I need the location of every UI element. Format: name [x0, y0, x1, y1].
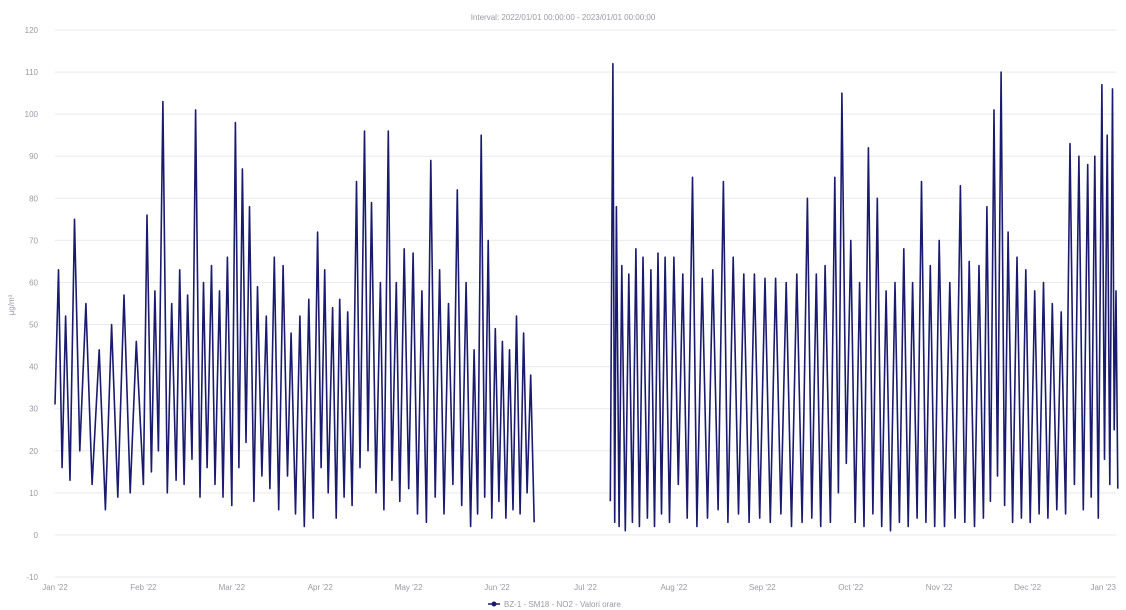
x-tick-label: Jul '22 — [574, 583, 597, 592]
y-tick-label: 10 — [29, 489, 38, 498]
y-tick-label: 70 — [29, 236, 38, 245]
y-tick-label: 40 — [29, 363, 38, 372]
series-line-0[interactable] — [54, 100, 535, 528]
x-tick-label: Jan '22 — [42, 583, 68, 592]
series-group — [54, 62, 1119, 532]
grid — [55, 29, 1116, 578]
legend[interactable]: BZ-1 - SM18 - NO2 - Valori orare — [488, 600, 621, 609]
x-tick-label: Sep '22 — [749, 583, 776, 592]
y-tick-label: 100 — [25, 110, 39, 119]
legend-dot-marker — [491, 601, 497, 607]
chart-title: Interval: 2022/01/01 00:00:00 - 2023/01/… — [471, 13, 656, 22]
y-tick-label: 0 — [34, 531, 39, 540]
x-tick-label: May '22 — [395, 583, 423, 592]
y-tick-label: 110 — [25, 68, 38, 77]
x-tick-label: Oct '22 — [838, 583, 864, 592]
x-tick-label: Mar '22 — [219, 583, 246, 592]
x-tick-label: Nov '22 — [926, 583, 953, 592]
x-axis-ticks: Jan '22 Feb '22 Mar '22 Apr '22 May '22 Jun '… — [42, 583, 1116, 592]
y-tick-label: 50 — [29, 321, 38, 330]
x-tick-label: Dec '22 — [1014, 583, 1041, 592]
x-tick-label: Jun '22 — [484, 583, 510, 592]
series-line-1[interactable] — [609, 62, 1119, 532]
y-tick-label: 90 — [29, 152, 38, 161]
x-tick-label: Aug '22 — [660, 583, 687, 592]
y-tick-label: 120 — [25, 26, 39, 35]
y-tick-label: 20 — [29, 447, 38, 456]
y-tick-label: 30 — [29, 405, 38, 414]
x-tick-label: Apr '22 — [308, 583, 334, 592]
legend-label: BZ-1 - SM18 - NO2 - Valori orare — [504, 600, 621, 609]
x-tick-label: Jan '23 — [1090, 583, 1116, 592]
y-axis-label: µg/m³ — [7, 294, 16, 315]
y-tick-label: 60 — [29, 278, 38, 287]
y-axis-ticks: -10 0 10 20 30 40 50 60 70 80 90 100 110 120 — [25, 26, 39, 582]
y-tick-label: 80 — [29, 194, 38, 203]
x-tick-label: Feb '22 — [130, 583, 157, 592]
y-tick-label: -10 — [26, 573, 38, 582]
